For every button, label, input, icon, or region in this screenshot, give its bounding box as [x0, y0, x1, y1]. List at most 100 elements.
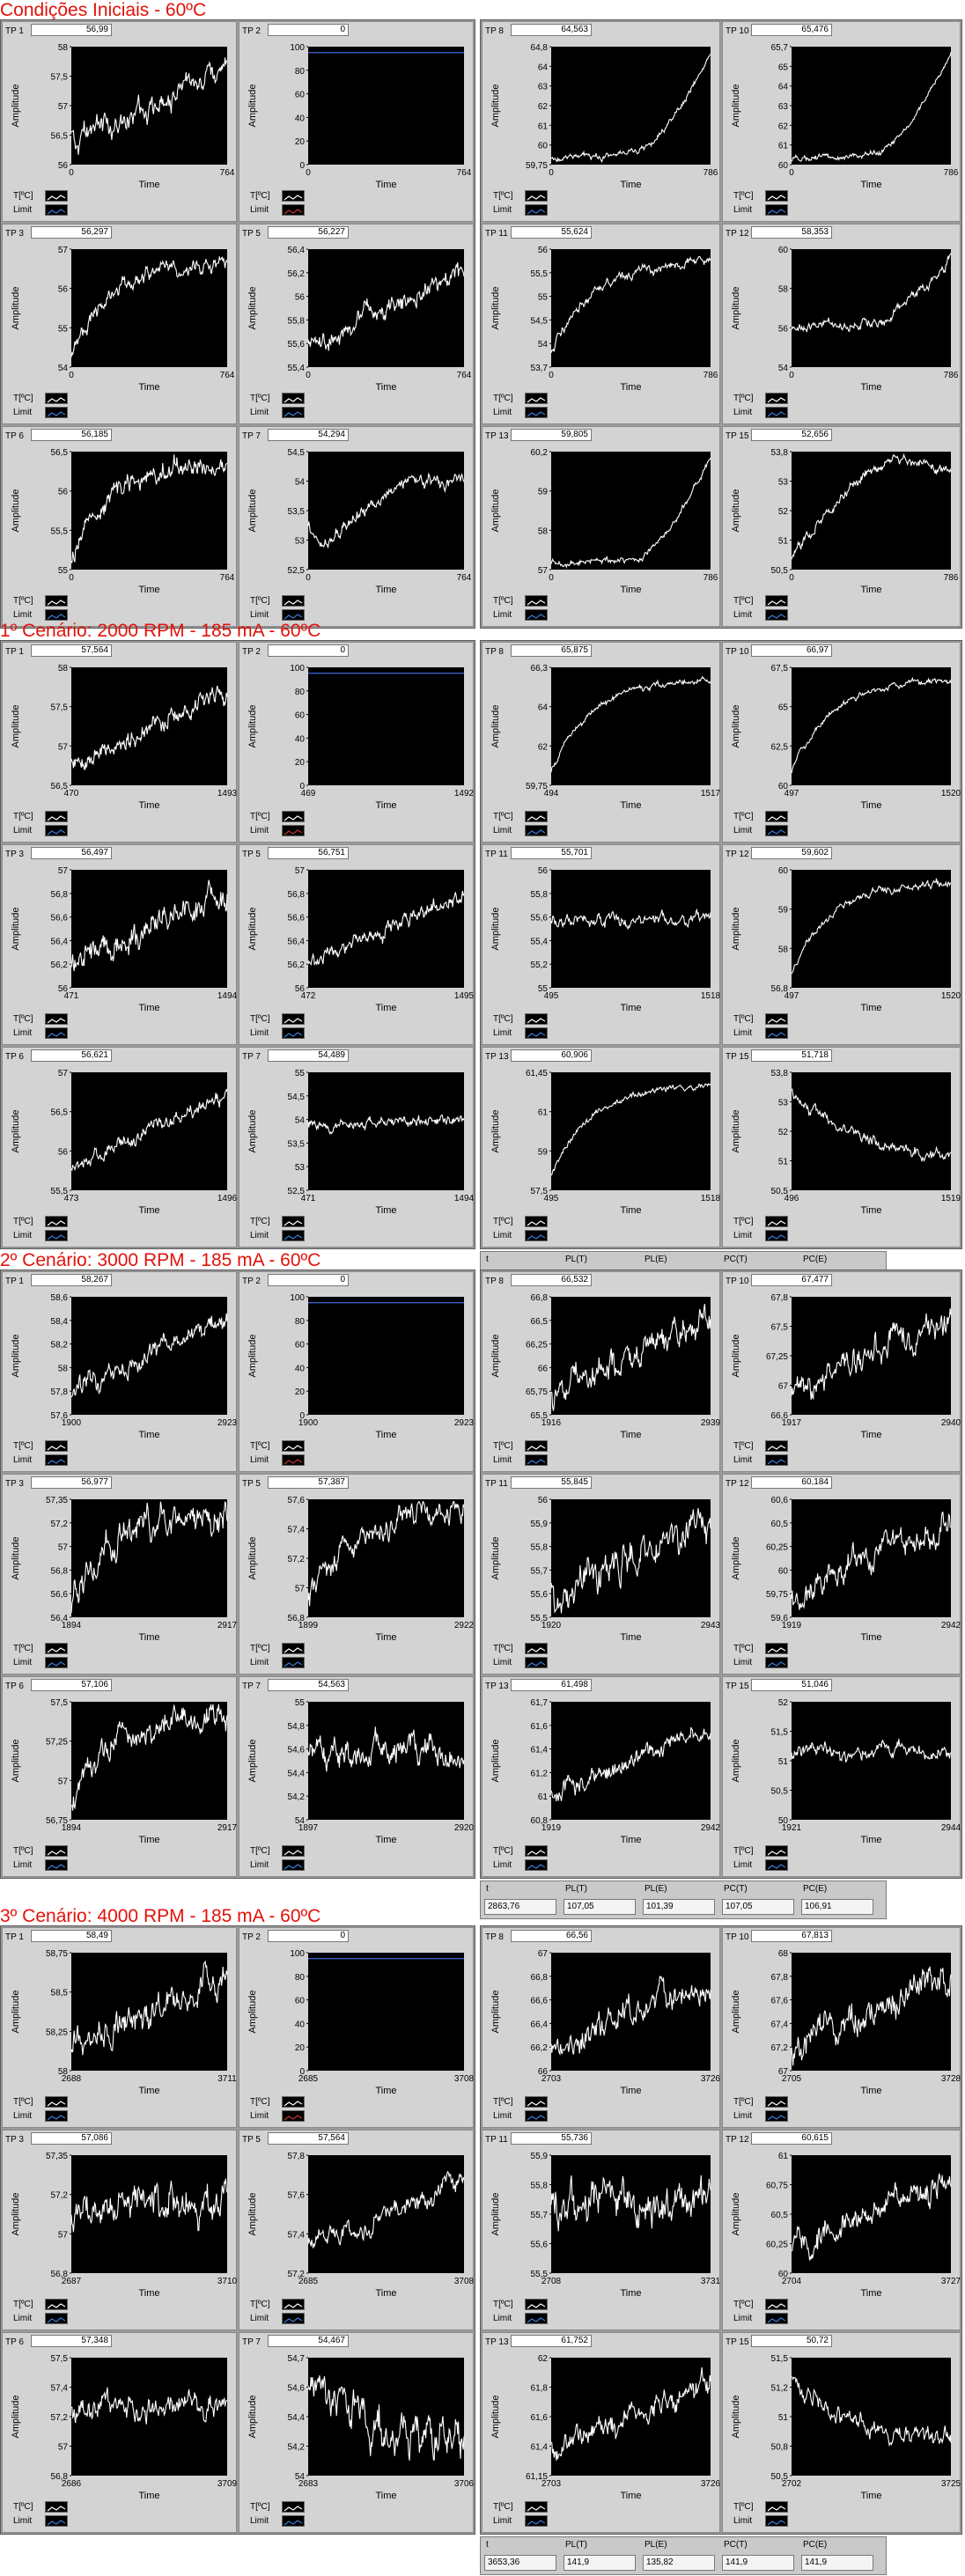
legend-temperature-swatch[interactable] — [525, 1216, 548, 1227]
legend-limit-swatch[interactable] — [765, 1859, 788, 1871]
legend-temperature-swatch[interactable] — [765, 1013, 788, 1025]
legend-limit-swatch[interactable] — [765, 2313, 788, 2324]
legend-temperature-swatch[interactable] — [525, 1845, 548, 1857]
legend-limit-swatch[interactable] — [765, 1657, 788, 1668]
legend-temperature-swatch[interactable] — [282, 1643, 305, 1654]
legend-limit-swatch[interactable] — [45, 1859, 68, 1871]
legend-temperature-swatch[interactable] — [765, 595, 788, 607]
legend-temperature-swatch[interactable] — [45, 1216, 68, 1227]
legend-temperature-swatch[interactable] — [45, 190, 68, 202]
legend-temperature-swatch[interactable] — [282, 393, 305, 404]
legend-temperature-swatch[interactable] — [525, 190, 548, 202]
legend-temperature-swatch[interactable] — [525, 595, 548, 607]
legend-limit-swatch[interactable] — [45, 1027, 68, 1039]
legend-temperature-swatch[interactable] — [282, 595, 305, 607]
legend-limit-swatch[interactable] — [765, 1230, 788, 1241]
legend-temperature-swatch[interactable] — [45, 1013, 68, 1025]
legend-temperature-swatch[interactable] — [765, 1440, 788, 1452]
legend-temperature-swatch[interactable] — [45, 2096, 68, 2108]
legend-temperature-swatch[interactable] — [765, 1216, 788, 1227]
legend-limit-swatch[interactable] — [765, 1454, 788, 1466]
legend-temperature-swatch[interactable] — [525, 2096, 548, 2108]
legend-temperature-swatch[interactable] — [765, 1845, 788, 1857]
legend-limit-swatch[interactable] — [765, 204, 788, 216]
legend-temperature-swatch[interactable] — [765, 2096, 788, 2108]
legend-limit-swatch[interactable] — [282, 204, 305, 216]
legend-limit-swatch[interactable] — [525, 204, 548, 216]
legend-temperature-swatch[interactable] — [765, 1643, 788, 1654]
legend-limit-swatch[interactable] — [282, 2110, 305, 2122]
legend-temperature-swatch[interactable] — [765, 190, 788, 202]
legend-limit-swatch[interactable] — [525, 825, 548, 836]
legend-temperature-swatch[interactable] — [45, 595, 68, 607]
legend-temperature-swatch[interactable] — [282, 2501, 305, 2513]
legend-limit-swatch[interactable] — [525, 1230, 548, 1241]
legend-temperature-swatch[interactable] — [45, 1643, 68, 1654]
legend-limit-swatch[interactable] — [282, 1657, 305, 1668]
legend-limit-swatch[interactable] — [45, 204, 68, 216]
legend-limit-swatch[interactable] — [765, 2110, 788, 2122]
legend-temperature-swatch[interactable] — [282, 2096, 305, 2108]
legend-limit-swatch[interactable] — [765, 825, 788, 836]
x-tick-label: 764 — [220, 573, 235, 583]
legend-temperature-swatch[interactable] — [282, 2299, 305, 2310]
legend-temperature-swatch[interactable] — [282, 1845, 305, 1857]
legend-limit-swatch[interactable] — [525, 1027, 548, 1039]
legend-temperature-swatch[interactable] — [282, 1216, 305, 1227]
legend-limit-swatch[interactable] — [765, 1027, 788, 1039]
legend-limit-swatch[interactable] — [282, 825, 305, 836]
legend-limit-swatch[interactable] — [45, 1657, 68, 1668]
legend-limit-swatch[interactable] — [525, 1657, 548, 1668]
legend-temperature-swatch[interactable] — [282, 1440, 305, 1452]
legend-limit-swatch[interactable] — [45, 407, 68, 418]
legend-limit-swatch[interactable] — [525, 1859, 548, 1871]
legend-limit-swatch[interactable] — [525, 609, 548, 621]
legend-limit-swatch[interactable] — [282, 2313, 305, 2324]
legend-limit-swatch[interactable] — [45, 2515, 68, 2527]
legend-limit-swatch[interactable] — [45, 2313, 68, 2324]
legend-limit-swatch[interactable] — [525, 407, 548, 418]
legend-limit-swatch[interactable] — [45, 2110, 68, 2122]
legend-temperature-swatch[interactable] — [45, 811, 68, 822]
legend-temperature-swatch[interactable] — [765, 2501, 788, 2513]
legend-temperature-swatch[interactable] — [525, 2501, 548, 2513]
legend-limit-swatch[interactable] — [45, 1454, 68, 1466]
legend-temperature-swatch[interactable] — [525, 811, 548, 822]
legend-temperature-swatch[interactable] — [282, 1013, 305, 1025]
legend-temperature-swatch[interactable] — [765, 811, 788, 822]
y-tick-label: 50,8 — [771, 2443, 789, 2453]
legend-limit-swatch[interactable] — [45, 825, 68, 836]
legend-temperature-swatch[interactable] — [525, 1440, 548, 1452]
legend-limit-swatch[interactable] — [525, 1454, 548, 1466]
temperature-trace — [791, 1087, 952, 1162]
legend-limit-swatch[interactable] — [282, 1454, 305, 1466]
temperature-trace — [550, 675, 711, 773]
legend-limit-swatch[interactable] — [765, 609, 788, 621]
legend-limit-swatch[interactable] — [282, 2515, 305, 2527]
legend-temperature-swatch[interactable] — [525, 1013, 548, 1025]
legend-limit-swatch[interactable] — [282, 1027, 305, 1039]
legend-temperature-swatch[interactable] — [45, 1440, 68, 1452]
legend-limit-swatch[interactable] — [45, 1230, 68, 1241]
legend-temperature-swatch[interactable] — [45, 1845, 68, 1857]
legend-temperature-swatch[interactable] — [765, 393, 788, 404]
legend-temperature-swatch[interactable] — [525, 1643, 548, 1654]
legend-limit-swatch[interactable] — [282, 1230, 305, 1241]
legend-limit-swatch[interactable] — [765, 2515, 788, 2527]
legend-limit-swatch[interactable] — [282, 407, 305, 418]
legend-temperature-swatch[interactable] — [45, 393, 68, 404]
legend-temperature-swatch[interactable] — [45, 2501, 68, 2513]
legend-temperature-swatch[interactable] — [282, 811, 305, 822]
legend-limit-swatch[interactable] — [282, 1859, 305, 1871]
legend-limit-swatch[interactable] — [525, 2313, 548, 2324]
legend-temperature-swatch[interactable] — [765, 2299, 788, 2310]
legend-limit-swatch[interactable] — [282, 609, 305, 621]
legend-limit-swatch[interactable] — [525, 2110, 548, 2122]
legend-temperature-swatch[interactable] — [45, 2299, 68, 2310]
legend-temperature-swatch[interactable] — [282, 190, 305, 202]
legend-temperature-swatch[interactable] — [525, 2299, 548, 2310]
legend-temperature-swatch[interactable] — [525, 393, 548, 404]
legend-limit-swatch[interactable] — [45, 609, 68, 621]
legend-limit-swatch[interactable] — [765, 407, 788, 418]
legend-limit-swatch[interactable] — [525, 2515, 548, 2527]
